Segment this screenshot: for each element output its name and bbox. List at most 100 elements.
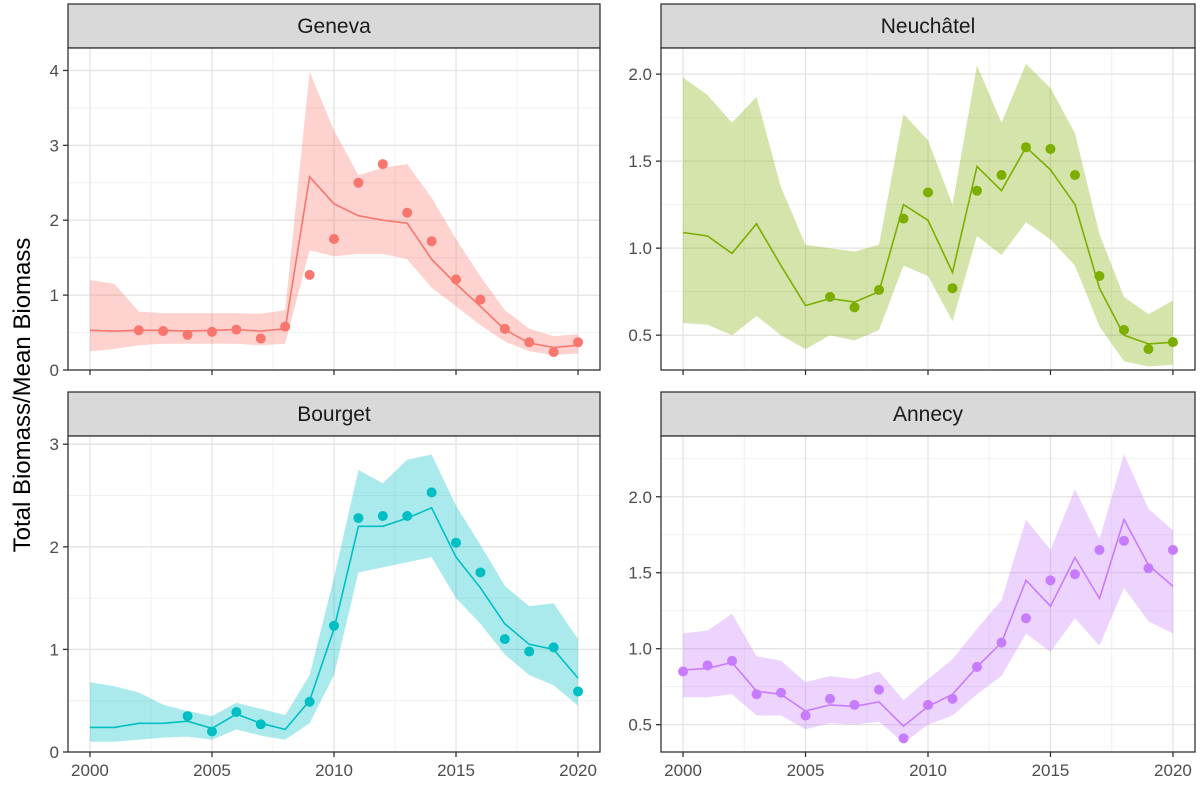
data-point <box>1094 271 1105 282</box>
data-point <box>133 325 144 336</box>
data-point <box>402 511 413 522</box>
data-point <box>451 274 462 285</box>
y-tick-label: 1.5 <box>628 152 652 171</box>
confidence-ribbon <box>90 454 578 742</box>
panel-title: Geneva <box>297 15 371 38</box>
fitted-line <box>682 145 1174 345</box>
x-tick-label: 2020 <box>559 761 597 780</box>
panel-neuchatel: Neuchâtel 0.5 1.0 1.5 2.0 <box>628 3 1196 375</box>
data-point <box>426 487 437 498</box>
y-tick-label: 0 <box>50 743 59 762</box>
panel-title: Neuchâtel <box>881 15 976 38</box>
data-point <box>996 170 1007 181</box>
data-point <box>182 711 193 722</box>
x-tick-label: 2010 <box>909 761 947 780</box>
data-point <box>402 207 413 218</box>
y-tick-label: 1.0 <box>628 239 652 258</box>
data-point <box>849 302 860 313</box>
data-point <box>1167 544 1178 555</box>
data-point <box>377 159 388 170</box>
y-tick-label: 2.0 <box>628 65 652 84</box>
y-axis-label: Total Biomass/Mean Biomass <box>9 238 36 553</box>
y-tick-label: 2 <box>50 538 59 557</box>
data-point <box>524 337 535 348</box>
data-point <box>206 726 217 737</box>
data-point <box>1118 535 1129 546</box>
data-point <box>573 337 584 348</box>
data-point <box>353 177 364 188</box>
y-tick-label: 0.5 <box>628 326 652 345</box>
y-tick-label: 0.5 <box>628 716 652 735</box>
data-point <box>426 236 437 247</box>
y-tick-label: 1 <box>50 640 59 659</box>
y-tick-label: 2 <box>50 211 59 230</box>
grid-lines <box>661 436 1195 752</box>
data-point <box>255 333 266 344</box>
x-tick-label: 2005 <box>787 761 825 780</box>
data-point <box>1143 563 1154 574</box>
panel-strip <box>67 391 601 437</box>
observed-points <box>678 535 1178 744</box>
data-point <box>573 686 584 697</box>
grid-lines <box>661 48 1195 370</box>
data-point <box>1069 170 1080 181</box>
data-point <box>874 284 885 295</box>
data-point <box>1143 344 1154 355</box>
data-point <box>849 699 860 710</box>
x-tick-label: 2000 <box>664 761 702 780</box>
data-point <box>1094 544 1105 555</box>
data-point <box>800 710 811 721</box>
data-point <box>524 646 535 657</box>
y-tick-label: 4 <box>50 61 59 80</box>
data-point <box>996 637 1007 648</box>
y-tick-label: 1.0 <box>628 640 652 659</box>
y-tick-label: 1.5 <box>628 564 652 583</box>
x-tick-label: 2005 <box>193 761 231 780</box>
data-point <box>923 187 933 198</box>
fitted-line <box>89 175 579 349</box>
data-point <box>898 213 909 224</box>
data-point <box>499 634 510 645</box>
panel-title: Bourget <box>297 403 371 426</box>
data-point <box>751 689 762 700</box>
data-point <box>353 513 364 524</box>
data-point <box>231 706 242 717</box>
data-point <box>304 269 315 280</box>
panel-geneva: Geneva 0 1 2 3 4 <box>50 3 601 380</box>
grid-lines <box>68 48 600 371</box>
observed-points <box>825 142 1178 355</box>
data-point <box>548 347 559 358</box>
x-tick-label: 2015 <box>1032 761 1070 780</box>
data-point <box>1020 142 1031 153</box>
data-point <box>231 324 242 335</box>
data-point <box>898 733 909 744</box>
data-point <box>304 696 315 707</box>
observed-points <box>133 159 584 358</box>
y-tick-label: 3 <box>50 136 59 155</box>
data-point <box>1167 337 1178 348</box>
panel-strip <box>660 3 1196 49</box>
data-point <box>206 326 217 337</box>
data-point <box>475 567 486 578</box>
data-point <box>874 684 885 695</box>
data-point <box>329 620 339 631</box>
x-tick-label: 2015 <box>437 761 475 780</box>
confidence-ribbon <box>683 454 1173 743</box>
data-point <box>548 642 559 653</box>
data-point <box>451 537 462 548</box>
panel-bourget: Bourget 0 1 2 3 2000 2005 2010 2015 2020 <box>50 391 601 780</box>
data-point <box>329 233 339 244</box>
data-point <box>158 326 169 337</box>
data-point <box>1069 569 1080 580</box>
x-tick-label: 2020 <box>1154 761 1192 780</box>
data-point <box>1020 613 1031 624</box>
data-point <box>825 693 836 704</box>
data-point <box>825 291 836 302</box>
data-point <box>678 666 689 677</box>
data-point <box>255 719 266 730</box>
y-tick-label: 1 <box>50 286 59 305</box>
x-tick-label: 2000 <box>71 761 109 780</box>
data-point <box>923 699 933 710</box>
data-point <box>971 185 982 196</box>
